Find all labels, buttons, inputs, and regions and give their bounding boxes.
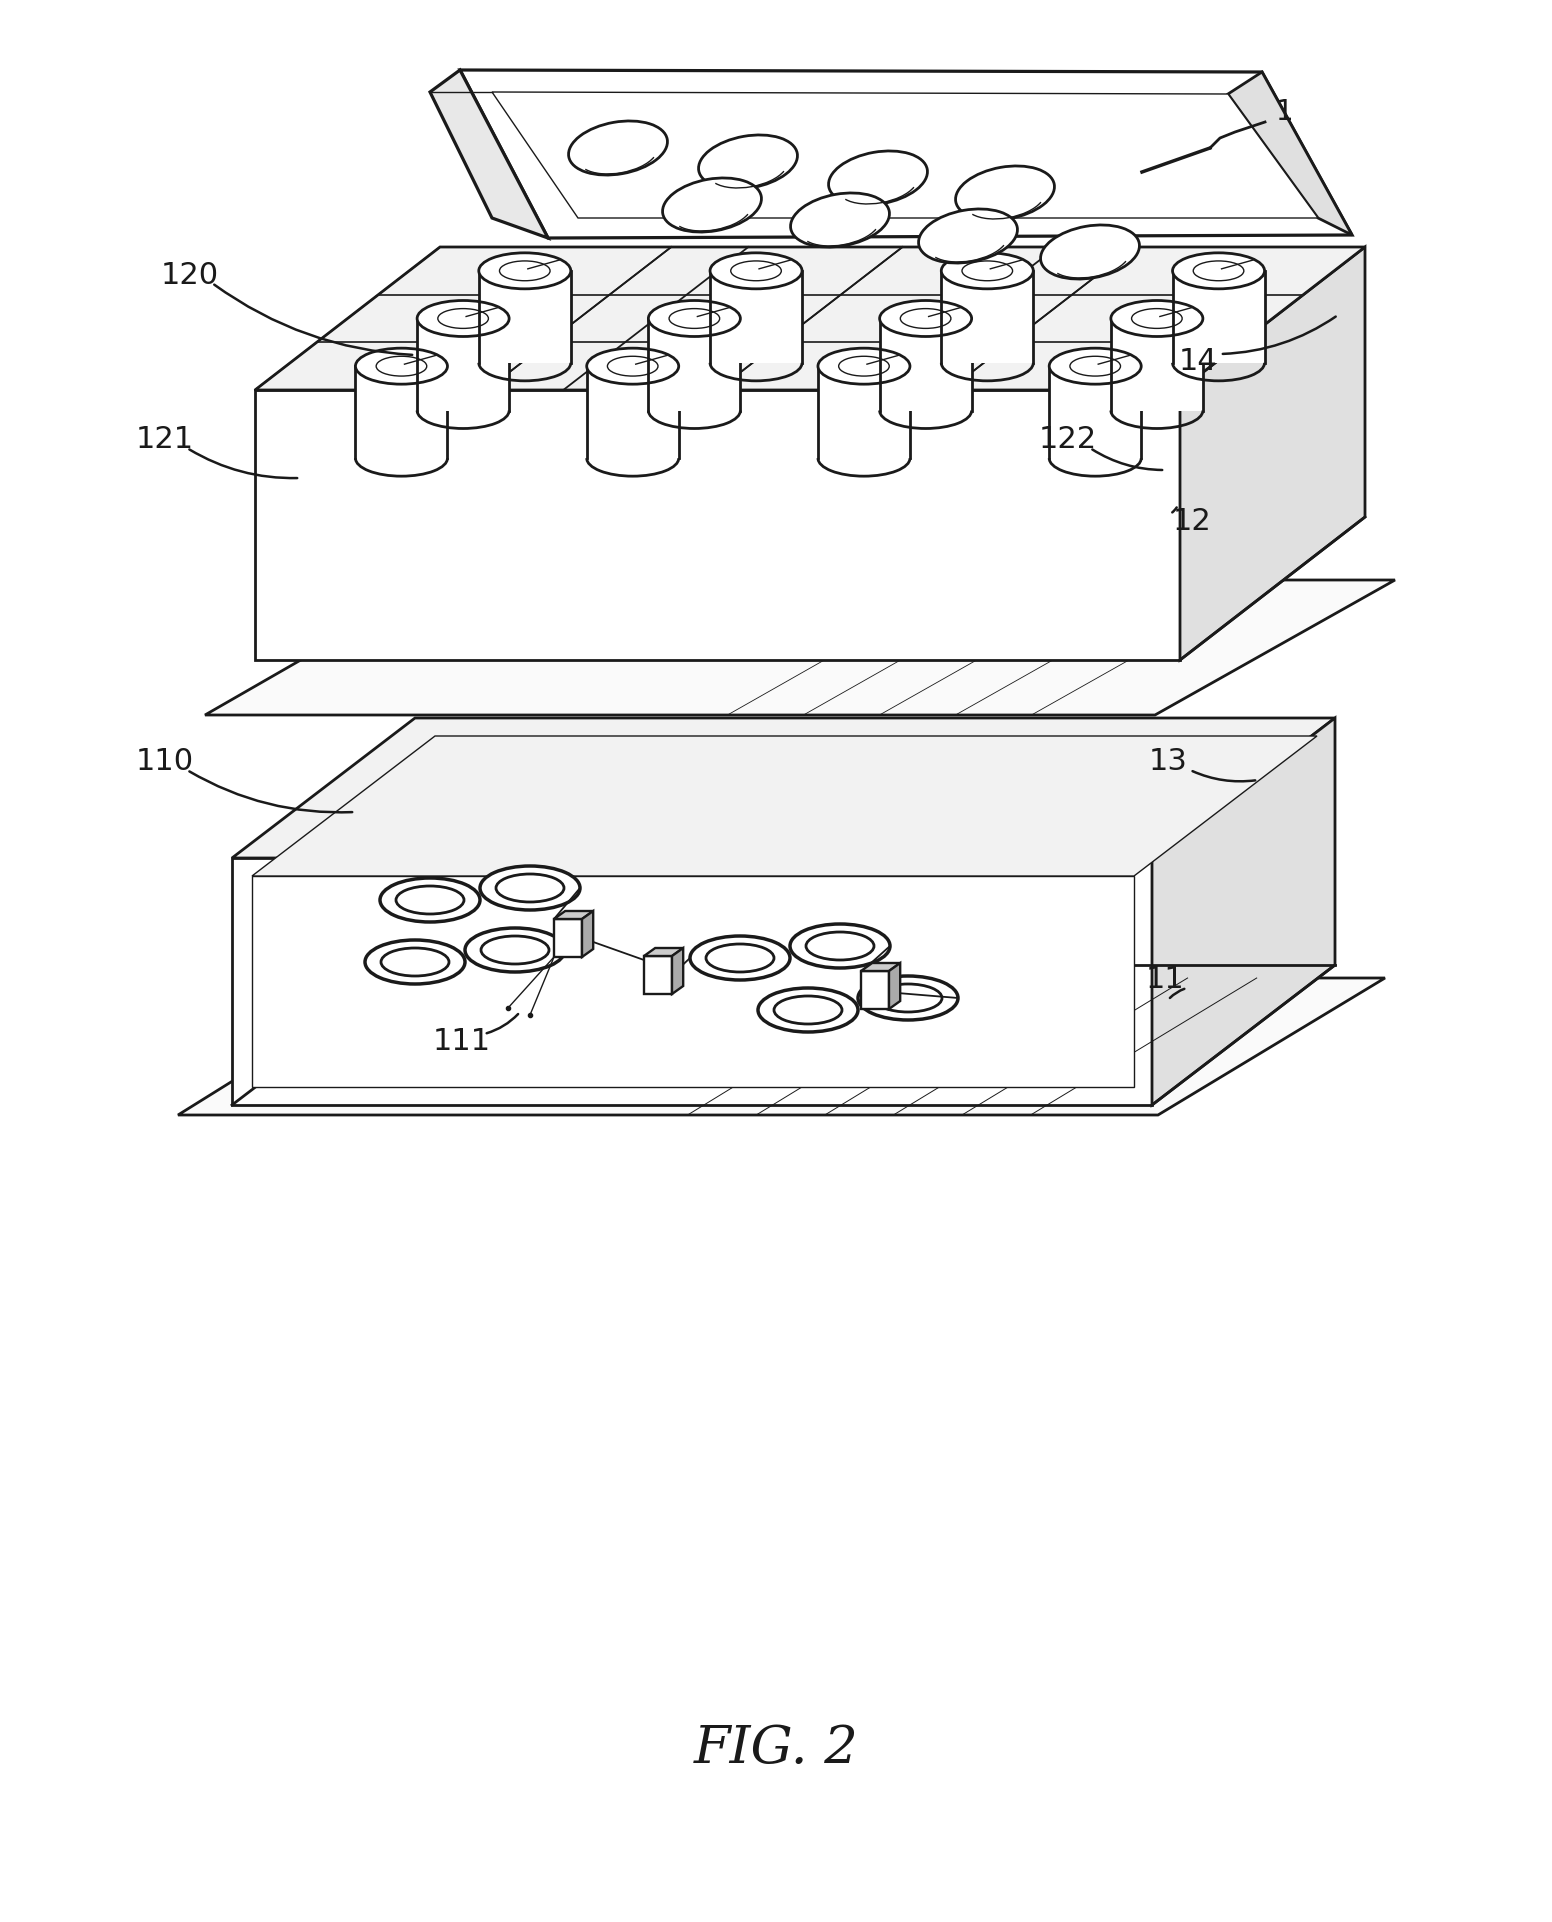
Ellipse shape <box>874 984 942 1013</box>
Text: FIG. 2: FIG. 2 <box>694 1722 858 1774</box>
Ellipse shape <box>805 932 874 959</box>
Text: 121: 121 <box>137 425 194 454</box>
Ellipse shape <box>829 152 928 206</box>
Ellipse shape <box>380 878 480 923</box>
Ellipse shape <box>663 179 762 233</box>
Polygon shape <box>417 319 509 411</box>
Ellipse shape <box>568 121 667 175</box>
Ellipse shape <box>818 348 909 384</box>
Ellipse shape <box>355 348 447 384</box>
Polygon shape <box>672 948 683 994</box>
Polygon shape <box>231 857 1152 1105</box>
Polygon shape <box>582 911 593 957</box>
Ellipse shape <box>480 867 580 909</box>
Ellipse shape <box>774 996 843 1024</box>
Polygon shape <box>355 367 447 457</box>
Text: 110: 110 <box>137 748 194 776</box>
Ellipse shape <box>790 192 889 248</box>
Ellipse shape <box>481 936 549 965</box>
Polygon shape <box>1049 367 1141 457</box>
Text: 14: 14 <box>1178 348 1217 377</box>
Polygon shape <box>644 948 683 955</box>
Polygon shape <box>942 271 1034 363</box>
Polygon shape <box>251 736 1318 876</box>
Ellipse shape <box>698 135 798 188</box>
Polygon shape <box>711 271 802 363</box>
Ellipse shape <box>880 300 972 336</box>
Polygon shape <box>644 955 672 994</box>
Polygon shape <box>861 963 900 971</box>
Ellipse shape <box>942 254 1034 288</box>
Ellipse shape <box>649 300 740 336</box>
Polygon shape <box>178 978 1384 1115</box>
Polygon shape <box>205 580 1395 715</box>
Polygon shape <box>554 911 593 919</box>
Ellipse shape <box>1111 300 1203 336</box>
Text: 122: 122 <box>1038 425 1097 454</box>
Ellipse shape <box>1040 225 1139 279</box>
Polygon shape <box>1111 319 1203 411</box>
Text: 11: 11 <box>1145 965 1184 994</box>
Ellipse shape <box>706 944 774 973</box>
Polygon shape <box>889 963 900 1009</box>
Text: 12: 12 <box>1173 507 1212 536</box>
Ellipse shape <box>478 254 571 288</box>
Polygon shape <box>1180 248 1366 659</box>
Polygon shape <box>478 271 571 363</box>
Polygon shape <box>251 876 1135 1088</box>
Ellipse shape <box>1049 348 1141 384</box>
Ellipse shape <box>587 348 678 384</box>
Ellipse shape <box>691 936 790 980</box>
Ellipse shape <box>396 886 464 915</box>
Text: 1: 1 <box>1276 98 1294 127</box>
Ellipse shape <box>711 254 802 288</box>
Polygon shape <box>554 919 582 957</box>
Ellipse shape <box>757 988 858 1032</box>
Polygon shape <box>587 367 678 457</box>
Polygon shape <box>1152 719 1335 1105</box>
Ellipse shape <box>380 948 449 976</box>
Polygon shape <box>649 319 740 411</box>
Polygon shape <box>430 69 548 238</box>
Polygon shape <box>492 92 1318 217</box>
Text: 111: 111 <box>433 1028 490 1057</box>
Polygon shape <box>861 971 889 1009</box>
Polygon shape <box>231 719 1335 857</box>
Polygon shape <box>1228 71 1352 234</box>
Polygon shape <box>255 248 1366 390</box>
Polygon shape <box>255 390 1180 659</box>
Polygon shape <box>459 69 1352 238</box>
Ellipse shape <box>466 928 565 973</box>
Ellipse shape <box>858 976 958 1021</box>
Ellipse shape <box>365 940 466 984</box>
Polygon shape <box>818 367 909 457</box>
Text: 120: 120 <box>161 261 219 290</box>
Ellipse shape <box>417 300 509 336</box>
Ellipse shape <box>919 209 1018 263</box>
Ellipse shape <box>956 165 1054 219</box>
Ellipse shape <box>1173 254 1265 288</box>
Ellipse shape <box>790 924 889 969</box>
Polygon shape <box>880 319 972 411</box>
Ellipse shape <box>497 875 563 901</box>
Polygon shape <box>1173 271 1265 363</box>
Text: 13: 13 <box>1148 748 1187 776</box>
